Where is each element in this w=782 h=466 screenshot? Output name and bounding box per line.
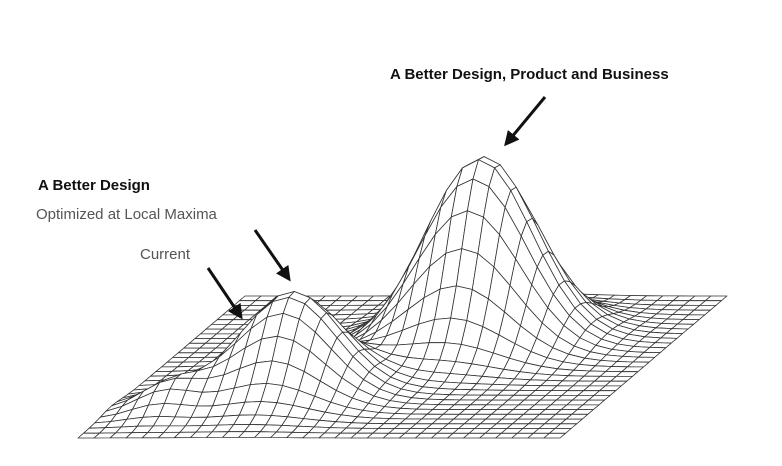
label: Current (140, 246, 191, 263)
arrow (253, 229, 291, 282)
arrow (206, 267, 243, 320)
surface-cell (543, 432, 566, 439)
wireframe-surface (77, 156, 728, 439)
label: Optimized at Local Maxima (36, 206, 217, 223)
arrow (504, 96, 547, 147)
label: A Better Design (38, 177, 150, 194)
peak-label: A Better Design, Product and Business (390, 66, 669, 83)
